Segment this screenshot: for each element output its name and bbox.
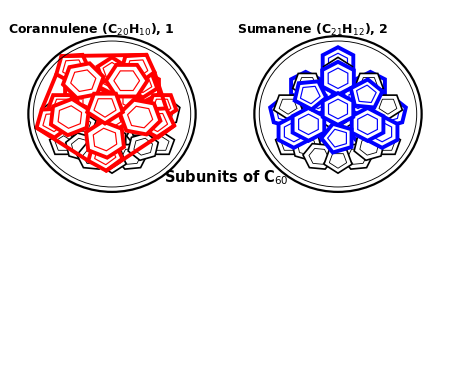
Polygon shape — [323, 64, 352, 94]
Polygon shape — [87, 94, 123, 124]
Polygon shape — [128, 73, 157, 97]
Polygon shape — [147, 95, 176, 119]
Text: Subunits of C$_{60}$: Subunits of C$_{60}$ — [163, 169, 288, 187]
Polygon shape — [65, 72, 94, 102]
Polygon shape — [294, 112, 322, 135]
Polygon shape — [63, 63, 103, 98]
Polygon shape — [51, 99, 88, 135]
Polygon shape — [353, 112, 381, 135]
Polygon shape — [373, 95, 401, 119]
Polygon shape — [128, 133, 158, 160]
Text: Sumanene (C$_{21}$H$_{12}$), 2: Sumanene (C$_{21}$H$_{12}$), 2 — [236, 22, 387, 38]
Polygon shape — [129, 72, 159, 102]
Polygon shape — [323, 150, 351, 173]
Polygon shape — [115, 144, 147, 169]
Text: Corannulene (C$_{20}$H$_{10}$), 1: Corannulene (C$_{20}$H$_{10}$), 1 — [8, 22, 175, 38]
Polygon shape — [273, 95, 302, 119]
Polygon shape — [65, 133, 96, 160]
Polygon shape — [97, 83, 127, 113]
Polygon shape — [303, 84, 332, 114]
Polygon shape — [292, 73, 321, 97]
Polygon shape — [77, 144, 108, 169]
Polygon shape — [323, 57, 352, 81]
Polygon shape — [97, 64, 126, 94]
Polygon shape — [292, 108, 323, 141]
Polygon shape — [67, 73, 95, 97]
Polygon shape — [323, 127, 351, 155]
Polygon shape — [355, 72, 384, 102]
Polygon shape — [68, 112, 96, 135]
Polygon shape — [120, 55, 154, 84]
Polygon shape — [120, 100, 160, 134]
Polygon shape — [322, 47, 353, 79]
Polygon shape — [372, 97, 405, 127]
Polygon shape — [88, 141, 122, 171]
Polygon shape — [270, 97, 302, 127]
Polygon shape — [56, 55, 90, 84]
Polygon shape — [97, 109, 126, 133]
Polygon shape — [117, 84, 146, 114]
Polygon shape — [290, 72, 319, 102]
Polygon shape — [323, 109, 352, 133]
Polygon shape — [341, 144, 372, 169]
Polygon shape — [323, 142, 351, 166]
Ellipse shape — [28, 36, 196, 192]
Polygon shape — [289, 121, 322, 148]
Polygon shape — [322, 62, 353, 95]
Polygon shape — [106, 65, 147, 96]
Polygon shape — [354, 73, 382, 97]
Polygon shape — [291, 133, 321, 160]
Polygon shape — [372, 131, 400, 154]
Polygon shape — [44, 97, 77, 127]
Polygon shape — [302, 144, 334, 169]
Polygon shape — [63, 121, 97, 148]
Polygon shape — [343, 84, 372, 114]
Polygon shape — [147, 97, 179, 127]
Polygon shape — [86, 121, 124, 158]
Polygon shape — [98, 150, 126, 173]
Polygon shape — [321, 124, 351, 153]
Polygon shape — [352, 121, 386, 148]
Polygon shape — [77, 84, 106, 114]
Ellipse shape — [253, 36, 421, 192]
Polygon shape — [275, 131, 303, 154]
Polygon shape — [322, 83, 352, 113]
Polygon shape — [322, 93, 353, 125]
Polygon shape — [294, 81, 326, 109]
Polygon shape — [323, 95, 351, 124]
Polygon shape — [140, 108, 174, 138]
Polygon shape — [47, 95, 76, 119]
Polygon shape — [50, 131, 78, 154]
Polygon shape — [351, 108, 382, 141]
Polygon shape — [146, 131, 174, 154]
Polygon shape — [97, 57, 126, 81]
Polygon shape — [37, 108, 71, 138]
Polygon shape — [278, 116, 308, 148]
Polygon shape — [128, 112, 156, 135]
Polygon shape — [98, 142, 126, 166]
Polygon shape — [350, 80, 382, 108]
Polygon shape — [366, 116, 396, 148]
Polygon shape — [353, 133, 383, 160]
Polygon shape — [126, 121, 161, 148]
Polygon shape — [98, 127, 125, 155]
